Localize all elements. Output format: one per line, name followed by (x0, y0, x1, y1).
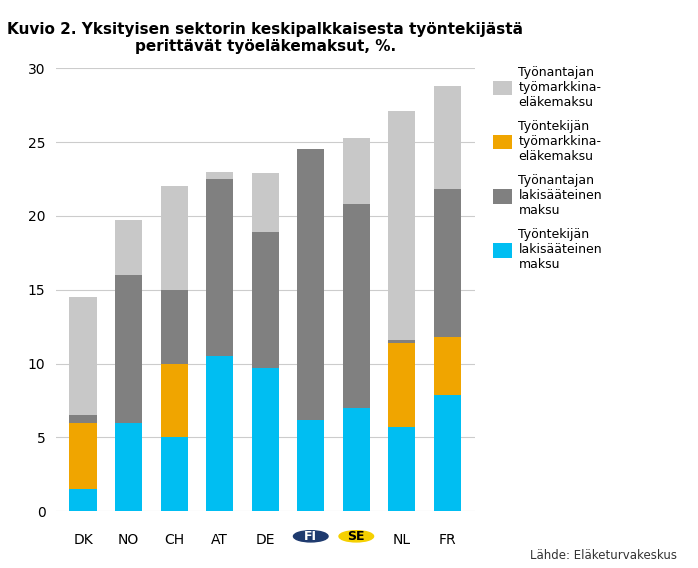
Text: CH: CH (164, 533, 184, 548)
Text: SE: SE (348, 530, 365, 543)
Bar (433, 337, 461, 395)
Title: Kuvio 2. Yksityisen sektorin keskipalkkaisesta työntekijästä
perittävät työeläke: Kuvio 2. Yksityisen sektorin keskipalkka… (7, 22, 524, 55)
Bar (115, 275, 142, 423)
Bar (433, 86, 461, 189)
Bar (70, 489, 97, 511)
Bar (161, 437, 188, 511)
Bar (115, 423, 142, 511)
Text: FR: FR (438, 533, 456, 548)
Text: DE: DE (255, 533, 275, 548)
Bar (388, 111, 415, 340)
Bar (388, 427, 415, 511)
Bar (388, 340, 415, 343)
Bar (251, 232, 279, 368)
Bar (343, 137, 370, 204)
Text: DK: DK (73, 533, 93, 548)
Text: FI: FI (304, 530, 318, 543)
Bar (161, 364, 188, 437)
Text: AT: AT (211, 533, 228, 548)
Circle shape (339, 531, 373, 542)
Bar (251, 173, 279, 232)
Bar (115, 220, 142, 275)
Legend: Työnantajan
työmarkkina-
eläkemaksu, Työntekijän
työmarkkina-
eläkemaksu, Työnan: Työnantajan työmarkkina- eläkemaksu, Työ… (493, 65, 602, 272)
Bar (433, 189, 461, 337)
Text: NO: NO (118, 533, 140, 548)
Text: NL: NL (393, 533, 411, 548)
Bar (161, 290, 188, 364)
Bar (206, 179, 233, 356)
Bar (161, 186, 188, 290)
Bar (206, 356, 233, 511)
Bar (206, 172, 233, 179)
Bar (297, 149, 325, 420)
Text: Lähde: Eläketurvakeskus: Lähde: Eläketurvakeskus (530, 549, 677, 562)
Bar (251, 368, 279, 511)
Bar (297, 420, 325, 511)
Bar (388, 343, 415, 427)
Bar (433, 395, 461, 511)
Bar (343, 408, 370, 511)
Circle shape (293, 531, 328, 542)
Bar (70, 297, 97, 415)
Bar (343, 204, 370, 408)
Bar (70, 415, 97, 423)
Bar (70, 423, 97, 489)
